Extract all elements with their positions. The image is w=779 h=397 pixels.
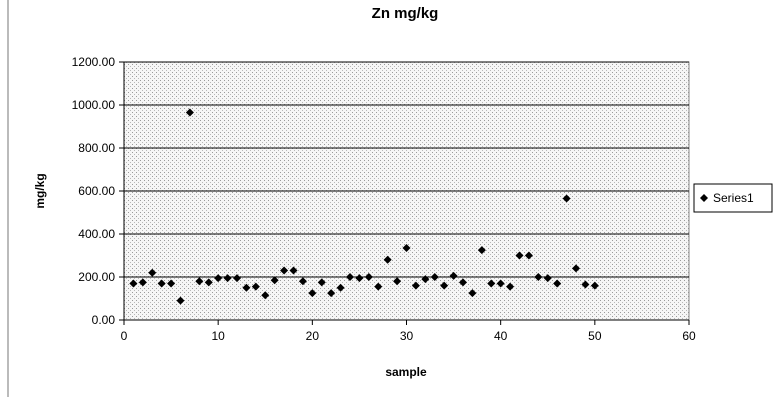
legend-entry-series1: Series1 (713, 191, 754, 205)
data-point (148, 268, 157, 277)
chart-title: Zn mg/kg (372, 5, 439, 22)
data-point (355, 274, 364, 283)
data-point (393, 277, 402, 286)
y-tick-label: 400.00 (78, 227, 115, 241)
data-point (251, 282, 260, 291)
data-point (195, 277, 204, 286)
data-point (204, 278, 213, 287)
data-point (157, 279, 166, 288)
data-point (270, 276, 279, 285)
data-point (374, 282, 383, 291)
x-tick-label: 20 (306, 329, 320, 343)
x-tick-label: 0 (121, 329, 128, 343)
data-point (185, 108, 194, 117)
data-point (581, 280, 590, 289)
data-point (138, 278, 147, 287)
x-tick-label: 30 (400, 329, 414, 343)
data-point (459, 278, 467, 287)
data-point (496, 279, 505, 288)
data-point (421, 275, 430, 284)
data-point (572, 264, 580, 273)
data-point (280, 266, 289, 275)
y-tick-label: 1000.00 (72, 98, 116, 112)
data-point (327, 289, 336, 298)
data-point (543, 274, 552, 283)
data-point (308, 289, 317, 298)
data-point (515, 251, 524, 260)
data-point (223, 274, 232, 283)
data-point (449, 271, 458, 280)
data-point (411, 281, 420, 290)
data-point (468, 289, 477, 298)
data-point (430, 273, 439, 281)
data-point (317, 278, 326, 287)
x-axis-label: sample (385, 365, 427, 379)
legend-marker-diamond (700, 194, 708, 202)
data-point (477, 246, 486, 255)
data-point (129, 279, 138, 288)
y-axis-label: mg/kg (33, 173, 47, 208)
x-tick-label: 10 (211, 329, 225, 343)
y-tick-label: 600.00 (78, 184, 115, 198)
x-tick-label: 40 (494, 329, 508, 343)
data-point (289, 266, 298, 275)
data-point (487, 279, 496, 288)
y-tick-label: 1200.00 (72, 55, 116, 69)
data-point (440, 281, 449, 290)
legend: Series1 (693, 183, 773, 213)
series1-points (129, 108, 599, 305)
data-point (346, 273, 354, 281)
y-tick-label: 200.00 (78, 270, 115, 284)
data-point (524, 251, 533, 260)
y-axis-ticks: 0.00 200.00 400.00 600.00 800.00 1000.00 1200.… (72, 55, 124, 327)
data-point (506, 282, 515, 291)
data-point (298, 277, 307, 286)
x-tick-label: 60 (682, 329, 696, 343)
data-point (242, 283, 251, 292)
data-point (233, 274, 241, 283)
data-point (590, 281, 599, 290)
data-point (383, 255, 392, 264)
data-point (261, 291, 270, 300)
y-tick-label: 0.00 (92, 313, 116, 327)
data-point (402, 243, 411, 252)
data-point (167, 279, 176, 288)
data-point (364, 273, 373, 281)
x-axis-ticks: 0 10 20 30 40 50 60 (121, 320, 696, 343)
x-tick-label: 50 (588, 329, 602, 343)
data-point (336, 283, 345, 292)
data-point (214, 274, 223, 283)
data-point (553, 279, 562, 288)
data-point (176, 296, 185, 305)
y-tick-label: 800.00 (78, 141, 115, 155)
data-point (534, 273, 543, 281)
data-point (562, 194, 571, 203)
